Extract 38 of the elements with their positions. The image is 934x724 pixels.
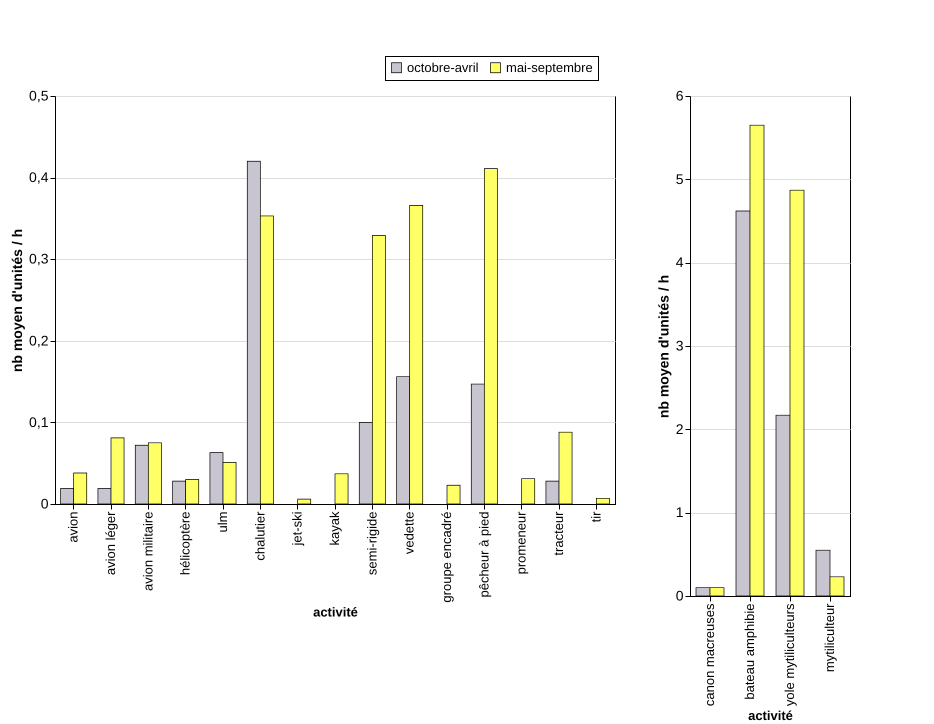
y-tick-label: 1 — [676, 504, 684, 520]
x-tick-label: avion militaire — [140, 512, 156, 591]
y-tick-label: 5 — [676, 170, 684, 187]
legend-label: octobre-avril — [407, 60, 479, 75]
x-tick-label: promeneur — [514, 510, 529, 574]
legend-label: mai-septembre — [506, 60, 593, 75]
y-tick-label: 0,4 — [29, 169, 49, 186]
y-tick-label: 4 — [676, 254, 684, 270]
x-tick-label: mytiliculteur — [822, 602, 837, 672]
x-tick-label: vedette — [402, 512, 417, 554]
y-tick-label: 0 — [676, 588, 684, 604]
y-tick-label: 0,3 — [29, 250, 49, 267]
x-tick-label: groupe encadré — [439, 512, 454, 603]
x-tick-label: canon macreuses — [702, 603, 717, 706]
x-tick-label: ulm — [215, 512, 230, 532]
x-tick-label: bateau amphibie — [742, 604, 757, 700]
y-tick-label: 0 — [40, 496, 49, 512]
x-tick-label: semi-rigide — [364, 512, 380, 576]
y-axis-title: nb moyen d'unités / h — [656, 274, 672, 418]
y-axis-title: nb moyen d'unités / h — [9, 228, 26, 372]
x-tick-label: jet-ski — [290, 511, 305, 546]
y-tick-label: 0,2 — [29, 332, 49, 348]
x-tick-label: pêcheur à pied — [476, 512, 492, 598]
x-tick-label: chalutier — [252, 510, 268, 561]
y-tick-label: 3 — [676, 338, 684, 354]
y-tick-label: 0,1 — [29, 414, 49, 430]
x-tick-label: yole mytiliculteurs — [782, 603, 797, 706]
x-axis-title: activité — [313, 604, 358, 620]
y-tick-label: 2 — [676, 420, 684, 437]
x-tick-label: kayak — [327, 511, 342, 546]
y-tick-label: 6 — [676, 88, 684, 104]
x-tick-label: tracteur — [551, 510, 566, 556]
x-axis-title: activité — [748, 708, 793, 724]
x-tick-label: avion léger — [103, 510, 118, 576]
x-tick-label: avion — [66, 512, 81, 543]
x-tick-label: hélicoptère — [178, 512, 193, 576]
y-tick-label: 0,5 — [29, 88, 49, 104]
x-tick-label: tir — [588, 510, 604, 522]
